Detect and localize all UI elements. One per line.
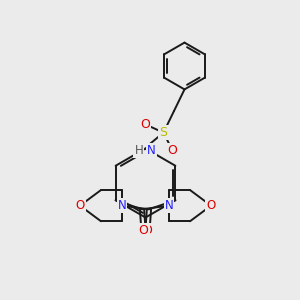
Text: O: O — [140, 118, 150, 131]
Text: O: O — [139, 224, 148, 237]
Text: N: N — [165, 199, 173, 212]
Text: O: O — [142, 224, 152, 237]
Text: S: S — [160, 126, 167, 139]
Text: O: O — [206, 199, 216, 212]
Text: N: N — [147, 144, 156, 157]
Text: H: H — [134, 144, 143, 157]
Text: O: O — [168, 144, 177, 157]
Text: N: N — [118, 199, 126, 212]
Text: O: O — [75, 199, 85, 212]
